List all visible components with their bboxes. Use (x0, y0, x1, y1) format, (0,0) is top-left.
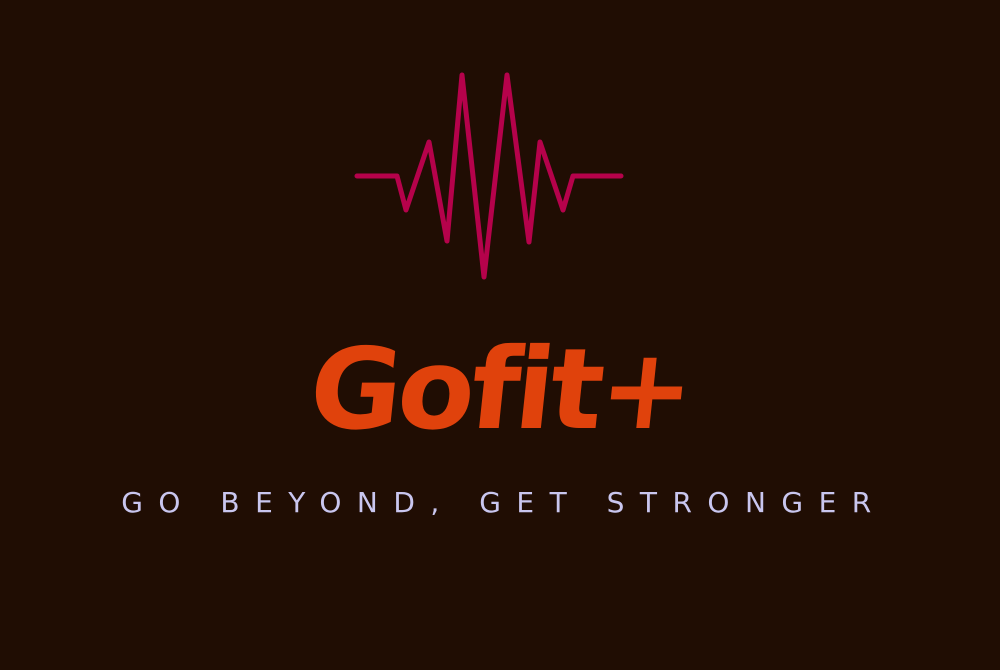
tagline: GO BEYOND, GET STRONGER (121, 486, 887, 519)
heartbeat-pulse-icon (354, 72, 624, 280)
brand-name: Gofit+ (303, 325, 697, 455)
